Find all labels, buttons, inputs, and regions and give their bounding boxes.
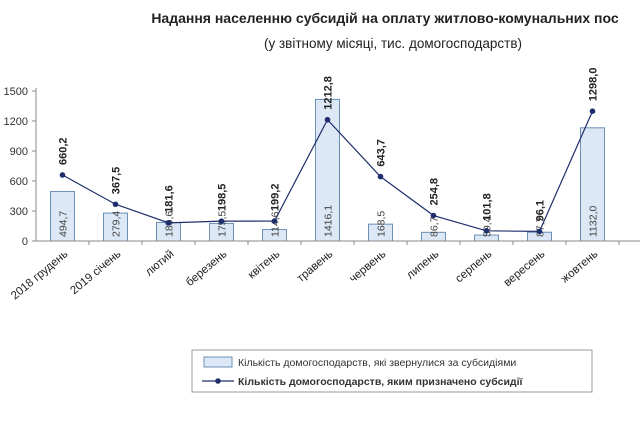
line-value-label: 96,1 [535, 200, 547, 221]
bar-value-label: 279,4 [111, 211, 123, 237]
line-point [324, 116, 331, 123]
legend-line-marker [215, 378, 221, 384]
line-labels: 660,2 367,5 181,6 198,5 199,2 1212,8 643,7 254,… [58, 68, 600, 222]
y-tick-label: 300 [10, 206, 28, 218]
bar-value-label: 86,7 [429, 216, 441, 237]
x-category-label: квітень [246, 248, 283, 281]
y-tick-label: 1200 [4, 116, 28, 128]
bar-value-label: 1416,1 [323, 205, 335, 237]
bar [315, 98, 340, 242]
bar [103, 212, 128, 242]
line-value-label: 199,2 [270, 184, 282, 212]
line-point [483, 228, 490, 234]
line-point [430, 212, 437, 219]
line-value-label: 254,8 [429, 178, 441, 206]
line-point [112, 201, 119, 208]
line-point [377, 173, 384, 180]
bar-value-label: 168,5 [376, 211, 388, 237]
line-value-label: 181,6 [164, 185, 176, 213]
x-category-label: вересень [502, 248, 548, 289]
chart-title: Надання населенню субсидій на оплату жит… [151, 10, 619, 26]
bar-labels: 494,7279,4185,6175,5114,61416,1168,586,7… [58, 205, 600, 237]
x-category-label: 2018 грудень [9, 248, 70, 302]
legend-bar-swatch [203, 356, 233, 368]
line-value-label: 660,2 [58, 137, 70, 165]
line-point [589, 108, 596, 114]
x-category-label: лютий [143, 248, 176, 279]
y-tick-label: 600 [10, 176, 28, 188]
bar-value-label: 494,7 [58, 211, 70, 237]
line-point [218, 218, 225, 224]
x-category-label: серпень [453, 248, 494, 285]
bar-value-label: 114,6 [270, 211, 282, 237]
line-value-label: 1212,8 [323, 76, 335, 110]
line-value-label: 101,8 [482, 193, 494, 221]
x-category-label: 2019 січень [68, 248, 123, 297]
x-category-label: жовтень [559, 248, 600, 285]
y-tick-label: 0 [22, 236, 28, 248]
y-tick-label: 900 [10, 146, 28, 158]
line-series [59, 108, 596, 235]
x-category-label: червень [347, 248, 388, 285]
bar [580, 127, 605, 242]
x-category-label: травень [295, 248, 335, 285]
y-axis: 0 300 600 900 1200 1500 [4, 86, 37, 248]
line-point [536, 228, 543, 235]
line-value-label: 1298,0 [588, 68, 600, 102]
legend-box [191, 349, 593, 393]
bar-value-label: 175,5 [217, 211, 229, 237]
legend-line-label: Кількість домогосподарств, яким призначе… [238, 376, 524, 388]
x-category-label: липень [405, 248, 442, 282]
line-point [59, 172, 66, 178]
line-point [165, 220, 172, 226]
line-value-label: 643,7 [376, 139, 388, 167]
x-category-label: березень [184, 248, 229, 289]
bar-value-label: 1132,0 [588, 206, 600, 237]
line-point [271, 218, 278, 224]
legend: Кількість домогосподарств, які звернулис… [191, 349, 593, 393]
bars [50, 98, 605, 242]
y-tick-label: 1500 [4, 86, 28, 98]
legend-bar-label: Кількість домогосподарств, які звернулис… [238, 357, 516, 369]
chart-subtitle: (у звітному місяці, тис. домогосподарств… [264, 36, 522, 51]
line-value-label: 367,5 [111, 167, 123, 195]
line-value-label: 198,5 [217, 184, 229, 212]
